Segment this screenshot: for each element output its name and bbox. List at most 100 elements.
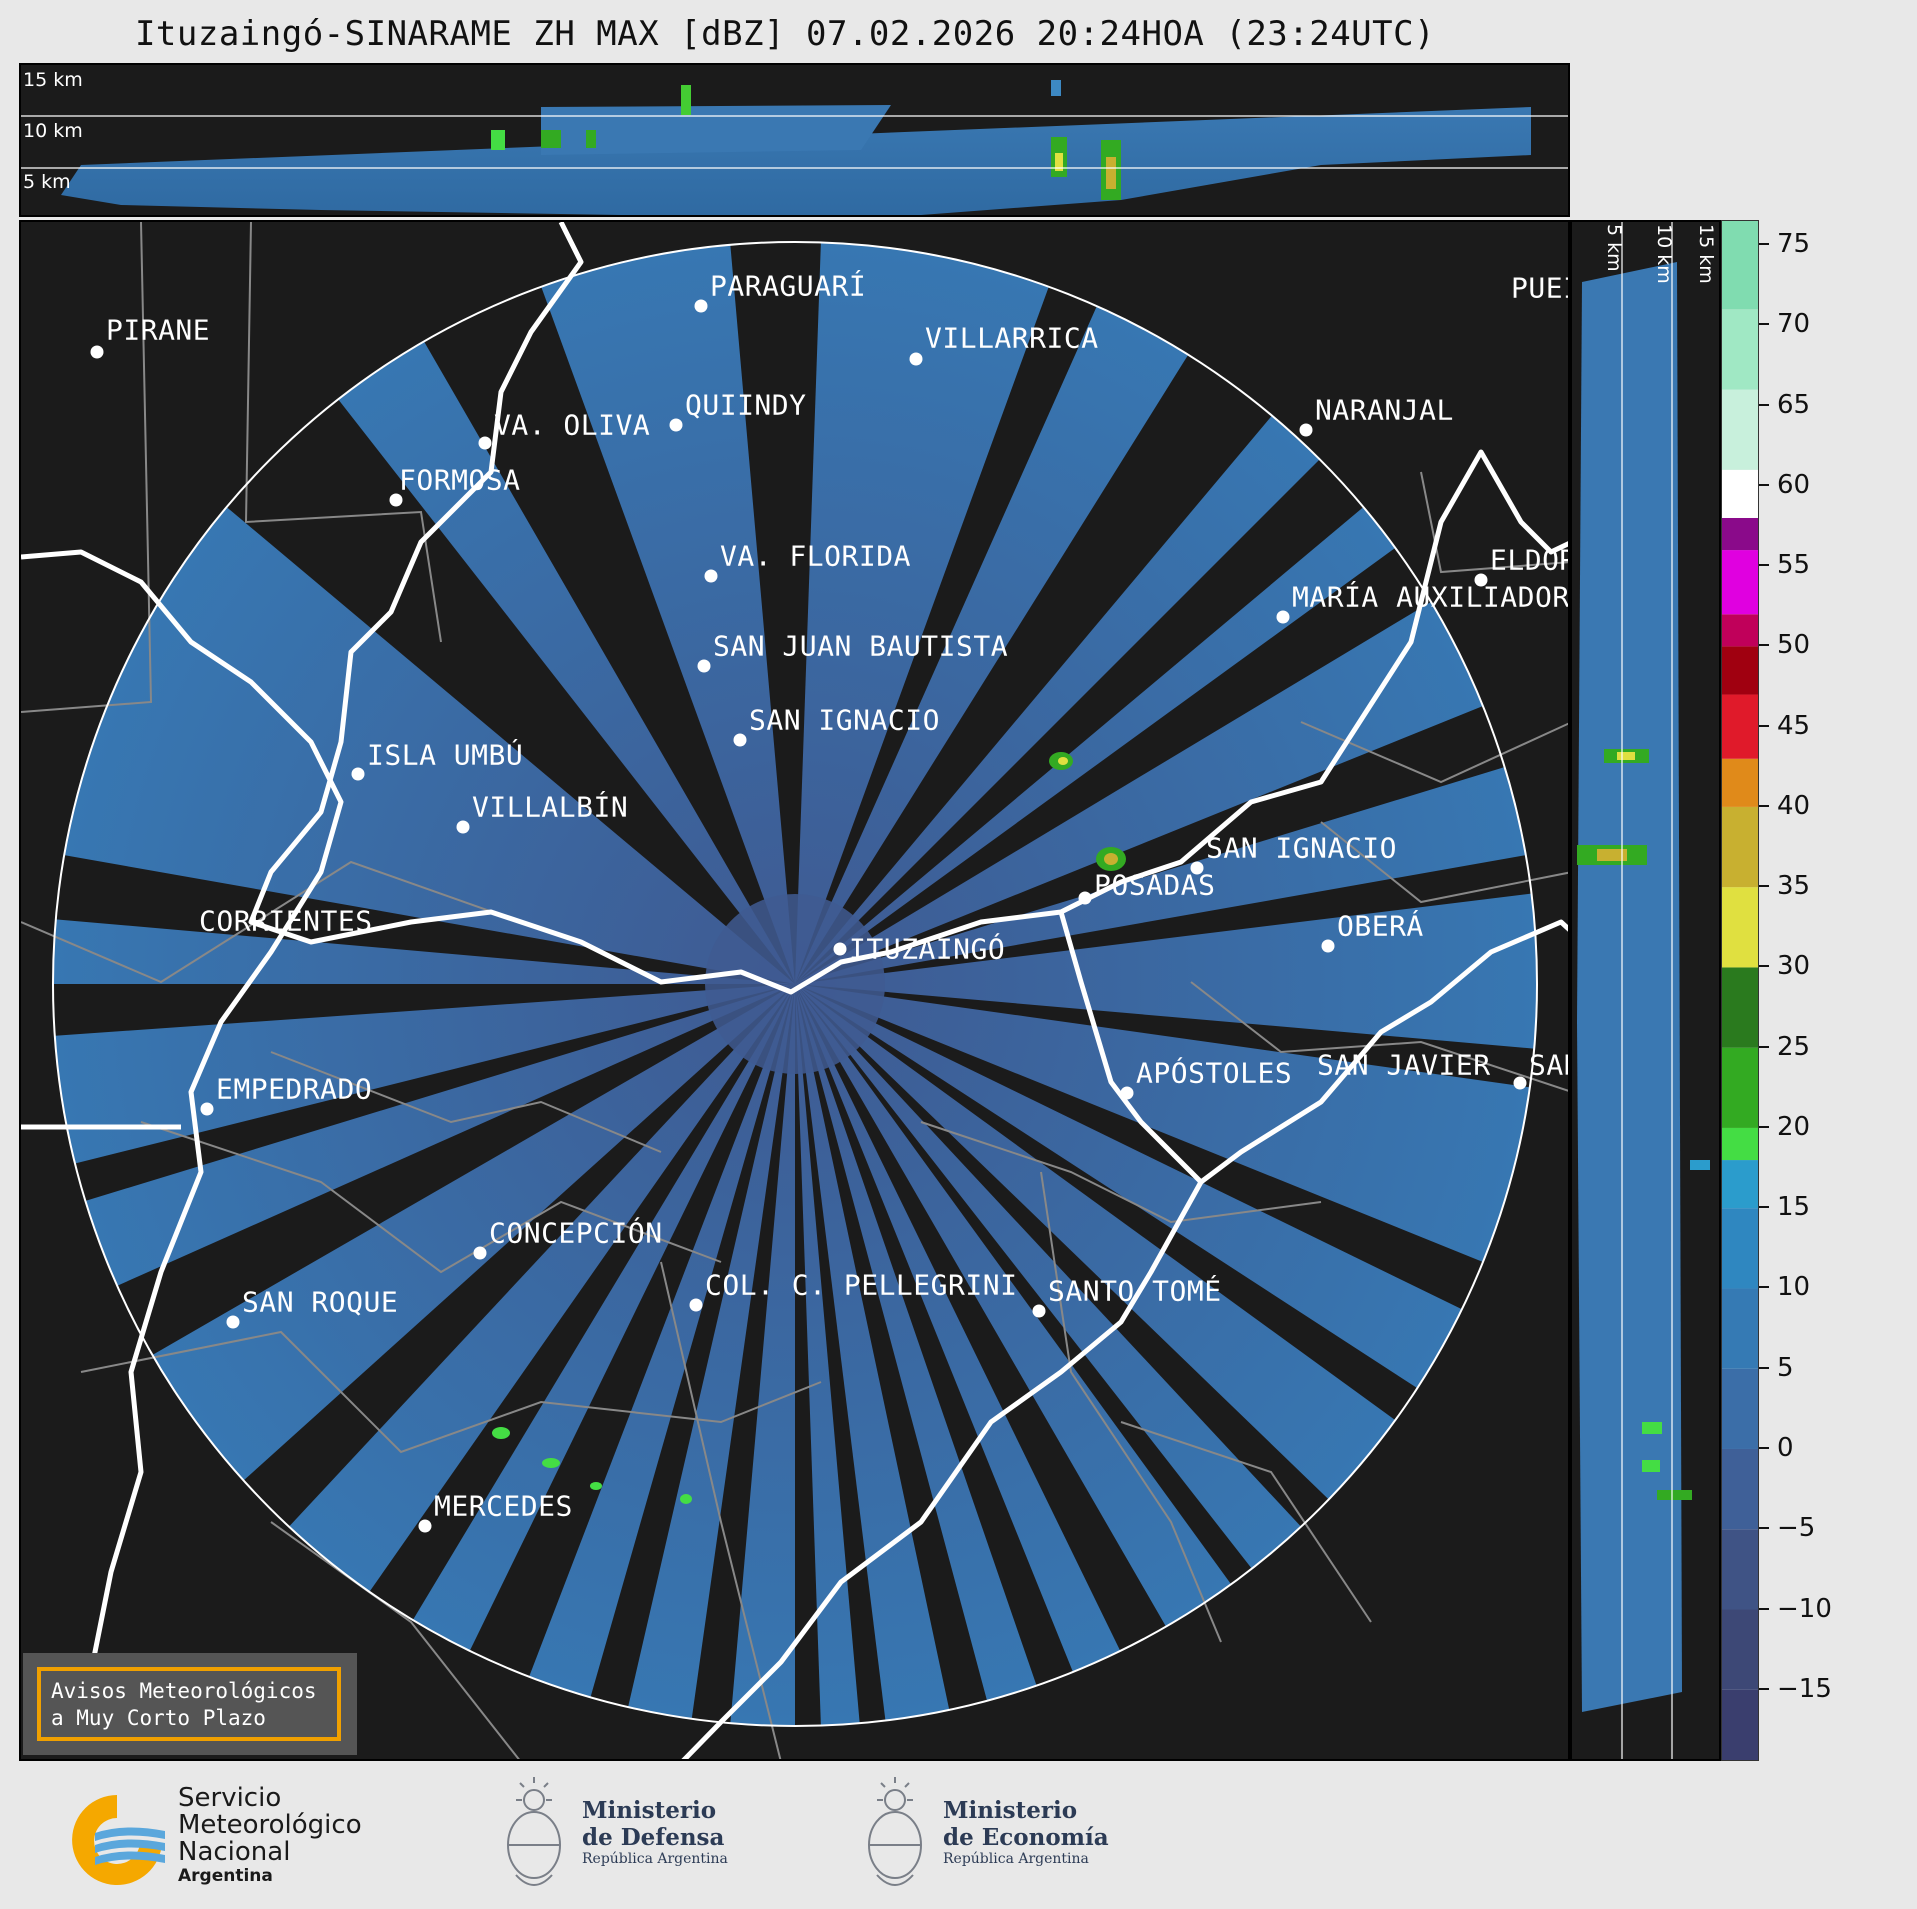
city-label-naranjal: NARANJAL (1315, 393, 1454, 427)
colorbar-tick-label: 25 (1777, 1031, 1811, 1062)
storm-cell (492, 1427, 510, 1439)
colorbar-tick-label: 30 (1777, 951, 1811, 982)
colorbar-tick-mark (1759, 323, 1769, 326)
radar-map: PARAGUARÍ PIRANE VILLARRICA QUIINDY VA. … (19, 220, 1570, 1761)
city-dot (697, 659, 711, 673)
uruguay-river-south (681, 1180, 1204, 1759)
economia-line-1: Ministerio (943, 1797, 1078, 1824)
colorbar-tick-label: 65 (1777, 389, 1811, 420)
city-label-ituzaingo: ITUZAINGÓ (849, 932, 1006, 966)
city-dot (1032, 1304, 1046, 1318)
radar-range-ring (52, 241, 1538, 1727)
colorbar-segment (1722, 887, 1758, 968)
storm-cell (680, 1494, 692, 1504)
top-cross-section-panel: 15 km 10 km 5 km (19, 63, 1570, 217)
blockage-wedge (689, 984, 795, 1726)
colorbar-tick-mark (1759, 1286, 1769, 1289)
blockage-wedge (795, 984, 1537, 1090)
storm-core (1058, 757, 1068, 765)
city-dot (694, 299, 708, 313)
side-echo-cell (1642, 1460, 1660, 1472)
city-dot (689, 1298, 703, 1312)
city-dot (90, 345, 104, 359)
city-label-va-florida: VA. FLORIDA (720, 539, 911, 573)
radar-coverage (53, 242, 1537, 1726)
side-echo-band (1577, 262, 1682, 1712)
blockage-wedge (795, 984, 1342, 1540)
blockage-wedge (415, 269, 795, 984)
blockage-wedge (795, 984, 1263, 1599)
side-cross-section-panel: 5 km 10 km 15 km (1570, 220, 1721, 1761)
colorbar-tick-mark (1759, 965, 1769, 968)
notice-line-1: Avisos Meteorológicos (51, 1679, 317, 1703)
colorbar-segment (1722, 309, 1758, 390)
city-dot (1190, 861, 1204, 875)
city-label-isla-umbu: ISLA UMBÚ (367, 738, 524, 772)
top-km-label-15: 15 km (23, 69, 83, 91)
colorbar-tick-mark (1759, 1446, 1769, 1449)
radar-blockage-sectors (53, 242, 1537, 1726)
notice-inner[interactable]: Avisos Meteorológicos a Muy Corto Plazo (37, 1667, 341, 1741)
colorbar-segment (1722, 758, 1758, 807)
top-echo-core (1106, 157, 1116, 189)
city-label-mercedes: MERCEDES (434, 1489, 573, 1523)
city-label-paraguari: PARAGUARÍ (710, 269, 867, 303)
city-label-eldor: ELDOR (1490, 543, 1570, 577)
city-label-villarrica: VILLARRICA (925, 321, 1099, 355)
city-dot (1513, 1076, 1527, 1090)
storm-core (1104, 853, 1118, 865)
side-echo-cell (1657, 1490, 1692, 1500)
economia-line-3: República Argentina (943, 1851, 1089, 1867)
top-echo-cell (681, 85, 691, 115)
city-dot (704, 569, 718, 583)
city-dot (389, 493, 403, 507)
colorbar-tick-label: 45 (1777, 710, 1811, 741)
top-echo-cell (541, 130, 561, 148)
side-km-label-5: 5 km (1603, 224, 1625, 272)
colorbar-tick-label: 40 (1777, 790, 1811, 821)
top-echo-upper (541, 105, 891, 155)
city-label-santo-tome: SANTO TOMÉ (1048, 1274, 1222, 1308)
defensa-line-3: República Argentina (582, 1851, 728, 1867)
city-dot (200, 1102, 214, 1116)
colorbar-tick-label: 75 (1777, 229, 1811, 260)
colorbar-ticks: 75 70 65 60 55 50 45 40 35 30 25 20 15 10 5 0 −5 −10 −15 (1759, 220, 1909, 1761)
colorbar-segment (1722, 1127, 1758, 1161)
colorbar-tick-mark (1759, 1206, 1769, 1209)
colorbar-tick-mark (1759, 1366, 1769, 1369)
side-echo-cell (1642, 1422, 1662, 1434)
city-dot (418, 1519, 432, 1533)
parana-river-west (21, 549, 344, 1744)
colorbar-segment (1722, 1288, 1758, 1369)
city-dot (478, 436, 492, 450)
colorbar-segment (1722, 517, 1758, 551)
colorbar-segment (1722, 967, 1758, 1048)
city-label-maria-auxiliador: MARÍA AUXILIADOR (1292, 580, 1570, 614)
colorbar-tick-mark (1759, 1607, 1769, 1610)
top-km-label-10: 10 km (23, 120, 83, 142)
colorbar-tick-label: 50 (1777, 630, 1811, 661)
city-label-san-ignacio-py: SAN IGNACIO (749, 703, 940, 737)
top-echo-band (61, 107, 1531, 215)
blockage-wedge (230, 984, 795, 1540)
colorbar-tick-mark (1759, 1687, 1769, 1690)
radar-map-svg (21, 222, 1568, 1759)
colorbar-segment (1722, 1160, 1758, 1209)
colorbar-tick-mark (1759, 564, 1769, 567)
city-label-san-ignacio-ar: SAN IGNACIO (1206, 831, 1397, 865)
city-label-san-juan-bautista: SAN JUAN BAUTISTA (713, 629, 1009, 663)
colorbar-tick-mark (1759, 1527, 1769, 1530)
blockage-wedge (795, 269, 1105, 984)
smn-line-1: Servicio (178, 1783, 282, 1813)
city-label-formosa: FORMOSA (399, 463, 521, 497)
colorbar-tick-label: 20 (1777, 1111, 1811, 1142)
notice-box[interactable]: Avisos Meteorológicos a Muy Corto Plazo (23, 1653, 357, 1755)
city-label-villalbin: VILLALBÍN (472, 790, 629, 824)
top-cross-section-echoes (21, 80, 1568, 215)
colorbar-tick-mark (1759, 804, 1769, 807)
blockage-wedge (53, 984, 795, 1038)
blockage-wedge (359, 984, 795, 1636)
colorbar-segment (1722, 550, 1758, 615)
colorbar-segment (1722, 1689, 1758, 1760)
city-label-obera: OBERÁ (1337, 909, 1424, 943)
